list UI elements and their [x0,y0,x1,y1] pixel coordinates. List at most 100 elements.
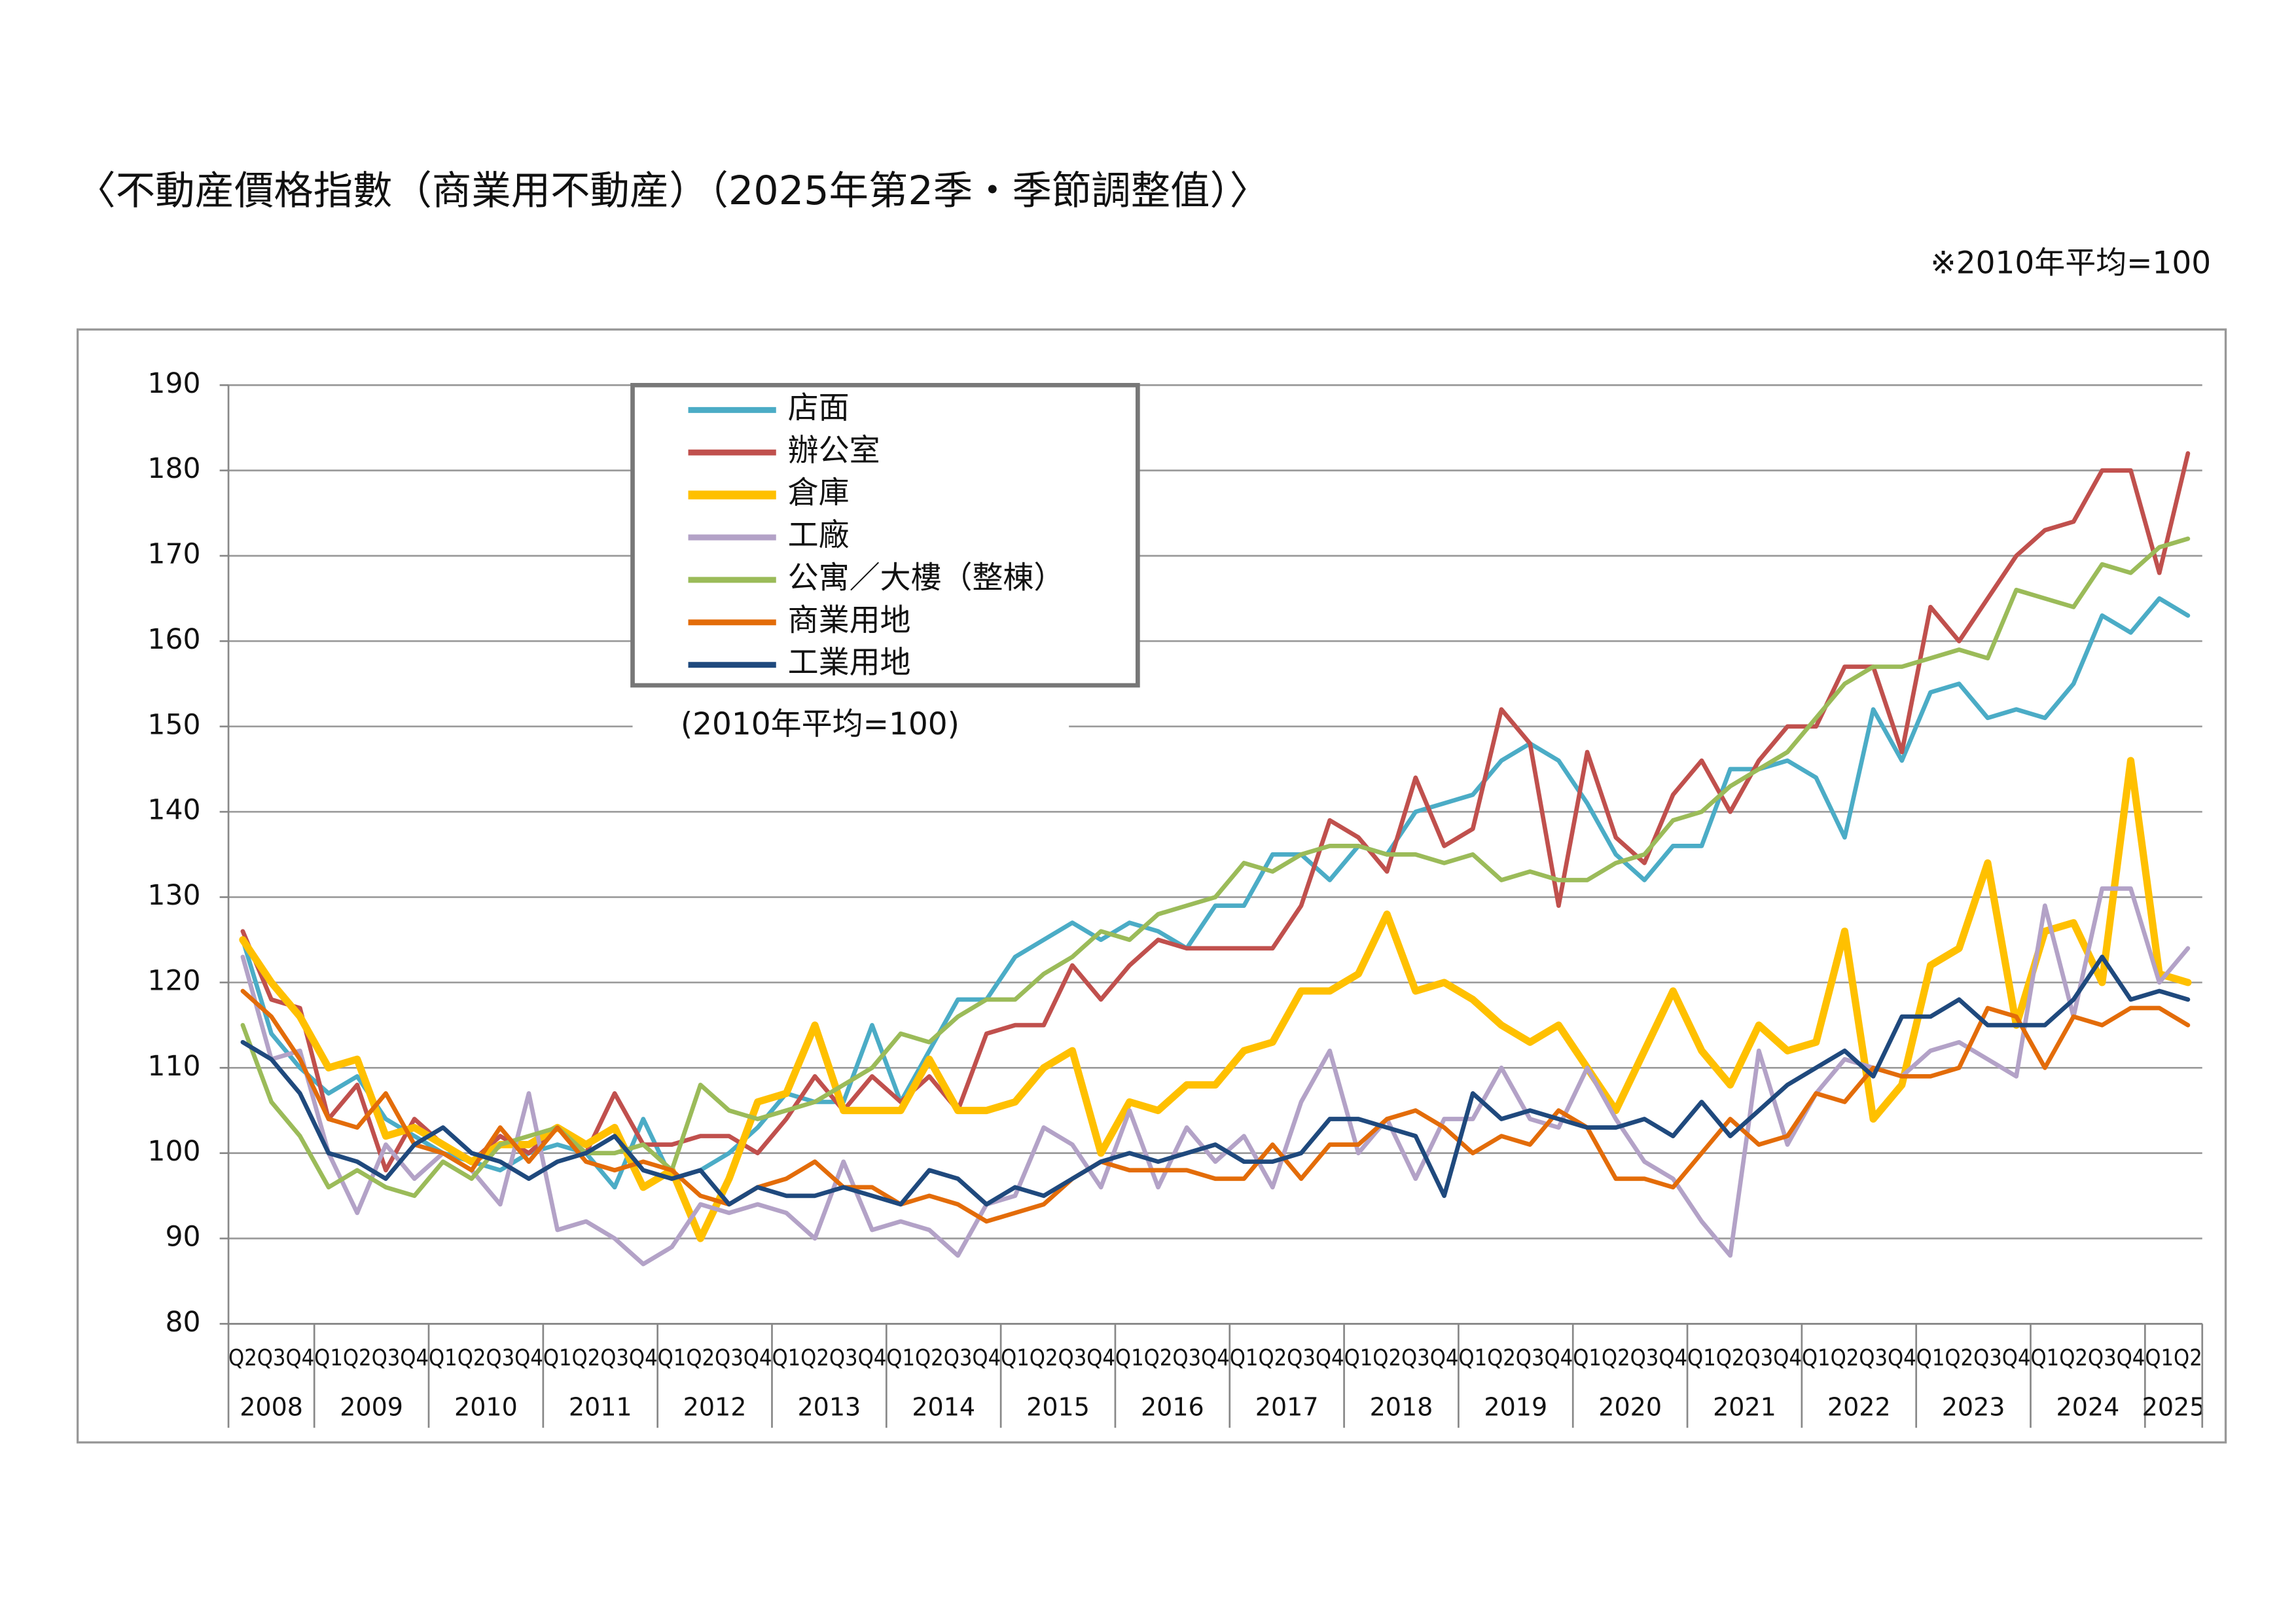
x-tick-label: Q1 [886,1345,915,1371]
x-tick-label: Q3 [1287,1345,1316,1371]
series-line [240,596,2191,1190]
chart-frame [76,328,2227,1444]
x-tick-label: Q1 [1458,1345,1487,1371]
legend-label: 店面 [788,390,850,426]
x-tick-label: Q1 [1115,1345,1144,1371]
x-tick-label: Q2 [1716,1345,1745,1371]
x-tick-label: Q1 [1230,1345,1259,1371]
chart-subtitle: ※2010年平均=100 [1930,245,2211,281]
annotation: (2010年平均=100) [681,706,960,742]
x-tick-label: Q4 [1201,1345,1230,1371]
x-tick-label: Q1 [2031,1345,2060,1371]
x-tick-label: Q2 [1030,1345,1058,1371]
legend-label: 工業用地 [788,645,911,681]
x-group-label: 2018 [1370,1393,1433,1422]
x-tick-label: Q3 [372,1345,401,1371]
x-group-label: 2012 [683,1393,747,1422]
x-tick-label: Q1 [1802,1345,1831,1371]
x-tick-label: Q3 [1172,1345,1201,1371]
y-tick-label: 130 [147,880,200,912]
x-tick-label: Q4 [1316,1345,1344,1371]
x-tick-label: Q1 [429,1345,457,1371]
x-tick-label: Q2 [1602,1345,1630,1371]
x-tick-label: Q4 [629,1345,658,1371]
legend-label: 工廠 [788,518,850,554]
x-tick-label: Q4 [858,1345,887,1371]
x-group-label: 2021 [1713,1393,1776,1422]
y-tick-label: 170 [147,539,200,571]
x-group-label: 2020 [1598,1393,1662,1422]
x-group-label: 2015 [1026,1393,1090,1422]
x-tick-label: Q1 [1344,1345,1373,1371]
y-tick-label: 150 [147,709,200,741]
x-group-label: 2014 [912,1393,975,1422]
x-tick-label: Q4 [1430,1345,1459,1371]
x-tick-label: Q4 [1545,1345,1573,1371]
x-tick-label: Q3 [1744,1345,1773,1371]
x-group-label: 2011 [569,1393,632,1422]
x-tick-label: Q2 [457,1345,486,1371]
x-tick-label: Q2 [2059,1345,2088,1371]
x-tick-label: Q3 [1516,1345,1545,1371]
y-tick-label: 100 [147,1136,200,1168]
y-tick-label: 90 [165,1221,200,1254]
x-tick-label: Q1 [314,1345,343,1371]
x-group-label: 2016 [1141,1393,1204,1422]
series-line [240,988,2191,1224]
y-tick-label: 80 [165,1307,200,1339]
x-tick-label: Q4 [744,1345,772,1371]
x-tick-label: Q1 [2145,1345,2174,1371]
x-group-label: 2022 [1827,1393,1891,1422]
x-tick-label: Q3 [1058,1345,1087,1371]
x-tick-label: Q2 [228,1345,257,1371]
x-tick-label: Q3 [829,1345,858,1371]
x-tick-label: Q2 [1831,1345,1859,1371]
x-tick-label: Q1 [1001,1345,1030,1371]
series-line [240,954,2191,1207]
x-group-label: 2017 [1255,1393,1319,1422]
x-tick-label: Q1 [1916,1345,1945,1371]
x-tick-label: Q1 [658,1345,687,1371]
x-tick-label: Q1 [1573,1345,1602,1371]
x-tick-label: Q4 [1086,1345,1115,1371]
y-tick-label: 120 [147,965,200,997]
legend-label: 倉庫 [788,475,850,511]
x-tick-label: Q4 [514,1345,543,1371]
x-tick-label: Q3 [600,1345,629,1371]
x-tick-label: Q2 [800,1345,829,1371]
x-tick-label: Q4 [1888,1345,1916,1371]
x-tick-label: Q3 [486,1345,514,1371]
x-tick-label: Q4 [2117,1345,2145,1371]
x-group-label: 2019 [1484,1393,1547,1422]
x-tick-label: Q2 [343,1345,372,1371]
x-group-label: 2023 [1942,1393,2005,1422]
x-tick-label: Q2 [2174,1345,2202,1371]
x-tick-label: Q3 [944,1345,973,1371]
legend-label: 公寓／大樓（整棟） [788,560,1065,596]
x-tick-label: Q4 [400,1345,429,1371]
x-tick-label: Q2 [915,1345,944,1371]
y-tick-label: 160 [147,624,200,656]
x-tick-label: Q4 [2002,1345,2031,1371]
x-group-label: 2013 [798,1393,861,1422]
annotation-bg [632,702,1069,750]
y-tick-label: 180 [147,453,200,485]
x-tick-label: Q3 [2088,1345,2117,1371]
x-tick-label: Q3 [1630,1345,1659,1371]
x-tick-label: Q3 [1859,1345,1888,1371]
x-tick-label: Q1 [772,1345,800,1371]
x-group-label: 2009 [340,1393,403,1422]
x-tick-label: Q3 [1401,1345,1430,1371]
x-tick-label: Q4 [1659,1345,1687,1371]
legend-label: 商業用地 [788,602,911,638]
x-tick-label: Q4 [285,1345,314,1371]
x-group-label: 2010 [454,1393,518,1422]
chart-title: 〈不動産價格指數（商業用不動産）（2025年第2季・季節調整值）〉 [76,168,1269,214]
y-tick-label: 140 [147,795,200,827]
x-tick-label: Q2 [572,1345,601,1371]
x-tick-label: Q3 [1973,1345,2002,1371]
